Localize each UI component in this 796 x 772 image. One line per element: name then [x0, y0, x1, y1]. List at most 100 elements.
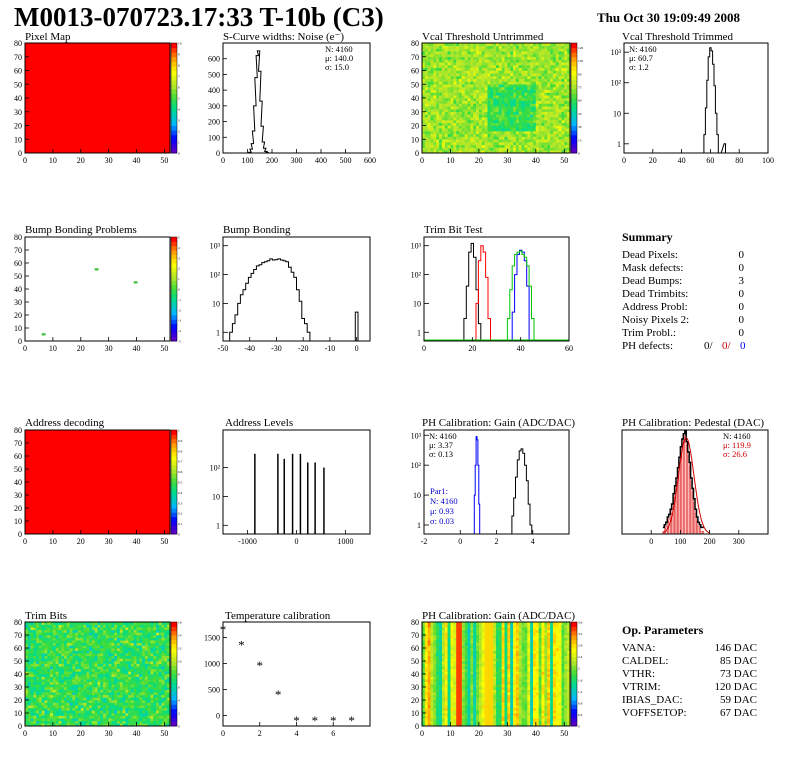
trim-bits-cell	[44, 624, 48, 628]
vcal-untrimmed-cell	[439, 65, 443, 68]
vcal-untrimmed-cell	[552, 89, 556, 93]
ph-gain-map-cell	[436, 661, 440, 664]
ph-gain-map-cell	[427, 702, 431, 706]
vcal-untrimmed-cell	[524, 122, 528, 126]
trim-bits-cell	[72, 661, 76, 664]
vcal-untrimmed-cell	[484, 98, 488, 101]
vcal-untrimmed-cell	[470, 67, 474, 71]
vcal-untrimmed-cell	[501, 92, 505, 96]
trim-bits-cell	[33, 684, 37, 688]
trim-bits-cell	[139, 687, 143, 690]
vcal-untrimmed-cell	[541, 111, 545, 115]
trim-bits-cell	[25, 694, 29, 698]
vcal-untrimmed-cell	[555, 114, 559, 118]
vcal-untrimmed-cell	[501, 51, 505, 55]
trim-bits-cell	[64, 700, 68, 703]
trim-bits-cell	[111, 663, 115, 667]
trim-bits-cell	[114, 684, 118, 688]
vcal-untrimmed-cell	[564, 120, 568, 123]
vcal-untrimmed-cell	[530, 95, 534, 99]
ph-gain-map-cell	[439, 723, 443, 727]
vcal-untrimmed-cell	[538, 67, 542, 71]
trim-bits-cell	[72, 687, 76, 690]
vcal-untrimmed-cell	[427, 87, 431, 90]
ph-gain-map-cell	[436, 663, 440, 667]
trim-bits-cell	[158, 679, 162, 683]
vcal-untrimmed-cell	[453, 120, 457, 123]
trim-bits-cell	[142, 702, 146, 706]
vcal-untrimmed-xtick-label: 30	[503, 156, 511, 165]
trim-bits-cell	[105, 710, 109, 714]
trim-bits-cell	[83, 637, 87, 641]
vcal-untrimmed-cell	[496, 67, 500, 71]
vcal-untrimmed-cell	[555, 109, 559, 112]
trim-bits-cell	[167, 661, 171, 664]
trim-bits-cell	[105, 668, 109, 672]
vcal-untrimmed-cell	[558, 139, 562, 143]
vcal-untrimmed-cell	[424, 122, 428, 126]
vcal-untrimmed-palette-label: 105	[578, 59, 584, 63]
trim-bits-cell	[72, 655, 76, 659]
trim-bits-cell	[91, 637, 95, 641]
trim-bits-cell	[111, 707, 115, 711]
vcal-untrimmed-cell	[461, 122, 465, 126]
vcal-untrimmed-cell	[501, 114, 505, 118]
vcal-untrimmed-cell	[424, 106, 428, 110]
vcal-untrimmed-cell	[564, 95, 568, 99]
vcal-untrimmed-cell	[433, 51, 437, 55]
vcal-untrimmed-cell	[450, 65, 454, 68]
trim-bits-cell	[66, 700, 70, 703]
vcal-untrimmed-cell	[541, 147, 545, 151]
trim-bits-cell	[153, 715, 157, 719]
vcal-untrimmed-cell	[550, 98, 554, 101]
trim-bits-cell	[97, 653, 101, 657]
vcal-untrimmed-cell	[564, 51, 568, 55]
trim-bits-cell	[89, 694, 93, 698]
vcal-untrimmed-cell	[498, 78, 502, 82]
vcal-untrimmed-cell	[487, 56, 491, 60]
vcal-untrimmed-cell	[498, 120, 502, 123]
vcal-untrimmed-cell	[564, 131, 568, 134]
vcal-untrimmed-cell	[464, 150, 468, 154]
trim-bits-cell	[105, 658, 109, 662]
ph-gain-map-cell	[433, 645, 437, 649]
vcal-untrimmed-cell	[441, 43, 445, 46]
vcal-untrimmed-cell	[538, 120, 542, 123]
vcal-untrimmed-cell	[470, 87, 474, 90]
trim-bits-cell	[131, 694, 135, 698]
vcal-untrimmed-cell	[558, 89, 562, 93]
trim-bits-cell	[66, 674, 70, 677]
trim-bits-cell	[153, 692, 157, 696]
trim-bits-cell	[164, 681, 168, 685]
vcal-untrimmed-cell	[530, 59, 534, 63]
vcal-untrimmed-cell	[510, 89, 514, 93]
vcal-untrimmed-cell	[558, 54, 562, 57]
trim-bits-cell	[30, 648, 34, 651]
ph-gain-map-cell	[422, 635, 426, 638]
vcal-untrimmed-cell	[490, 142, 494, 145]
vcal-untrimmed-cell	[473, 125, 477, 129]
vcal-untrimmed-cell	[510, 92, 514, 96]
vcal-untrimmed-palette-label: 15	[578, 138, 582, 142]
vcal-untrimmed-cell	[555, 73, 559, 77]
vcal-untrimmed-cell	[467, 81, 471, 85]
vcal-untrimmed-cell	[550, 133, 554, 137]
vcal-untrimmed-cell	[481, 131, 485, 134]
trim-bits-cell	[27, 645, 31, 649]
trim-bits-cell	[108, 668, 112, 672]
vcal-untrimmed-cell	[496, 48, 500, 52]
trim-bits-cell	[75, 650, 79, 654]
trim-bits-cell	[97, 723, 101, 727]
vcal-untrimmed-cell	[510, 100, 514, 104]
trim-bits-cell	[80, 694, 84, 698]
vcal-untrimmed-cell	[430, 84, 434, 88]
trim-bits-cell	[133, 661, 137, 664]
trim-bits-cell	[25, 668, 29, 672]
vcal-untrimmed-cell	[533, 89, 537, 93]
vcal-untrimmed-cell	[507, 45, 511, 49]
trim-bits-cell	[94, 718, 98, 722]
trim-bits-cell	[89, 666, 93, 670]
vcal-untrimmed-cell	[504, 67, 508, 71]
trim-bits-cell	[139, 694, 143, 698]
trim-bits-cell	[86, 663, 90, 667]
